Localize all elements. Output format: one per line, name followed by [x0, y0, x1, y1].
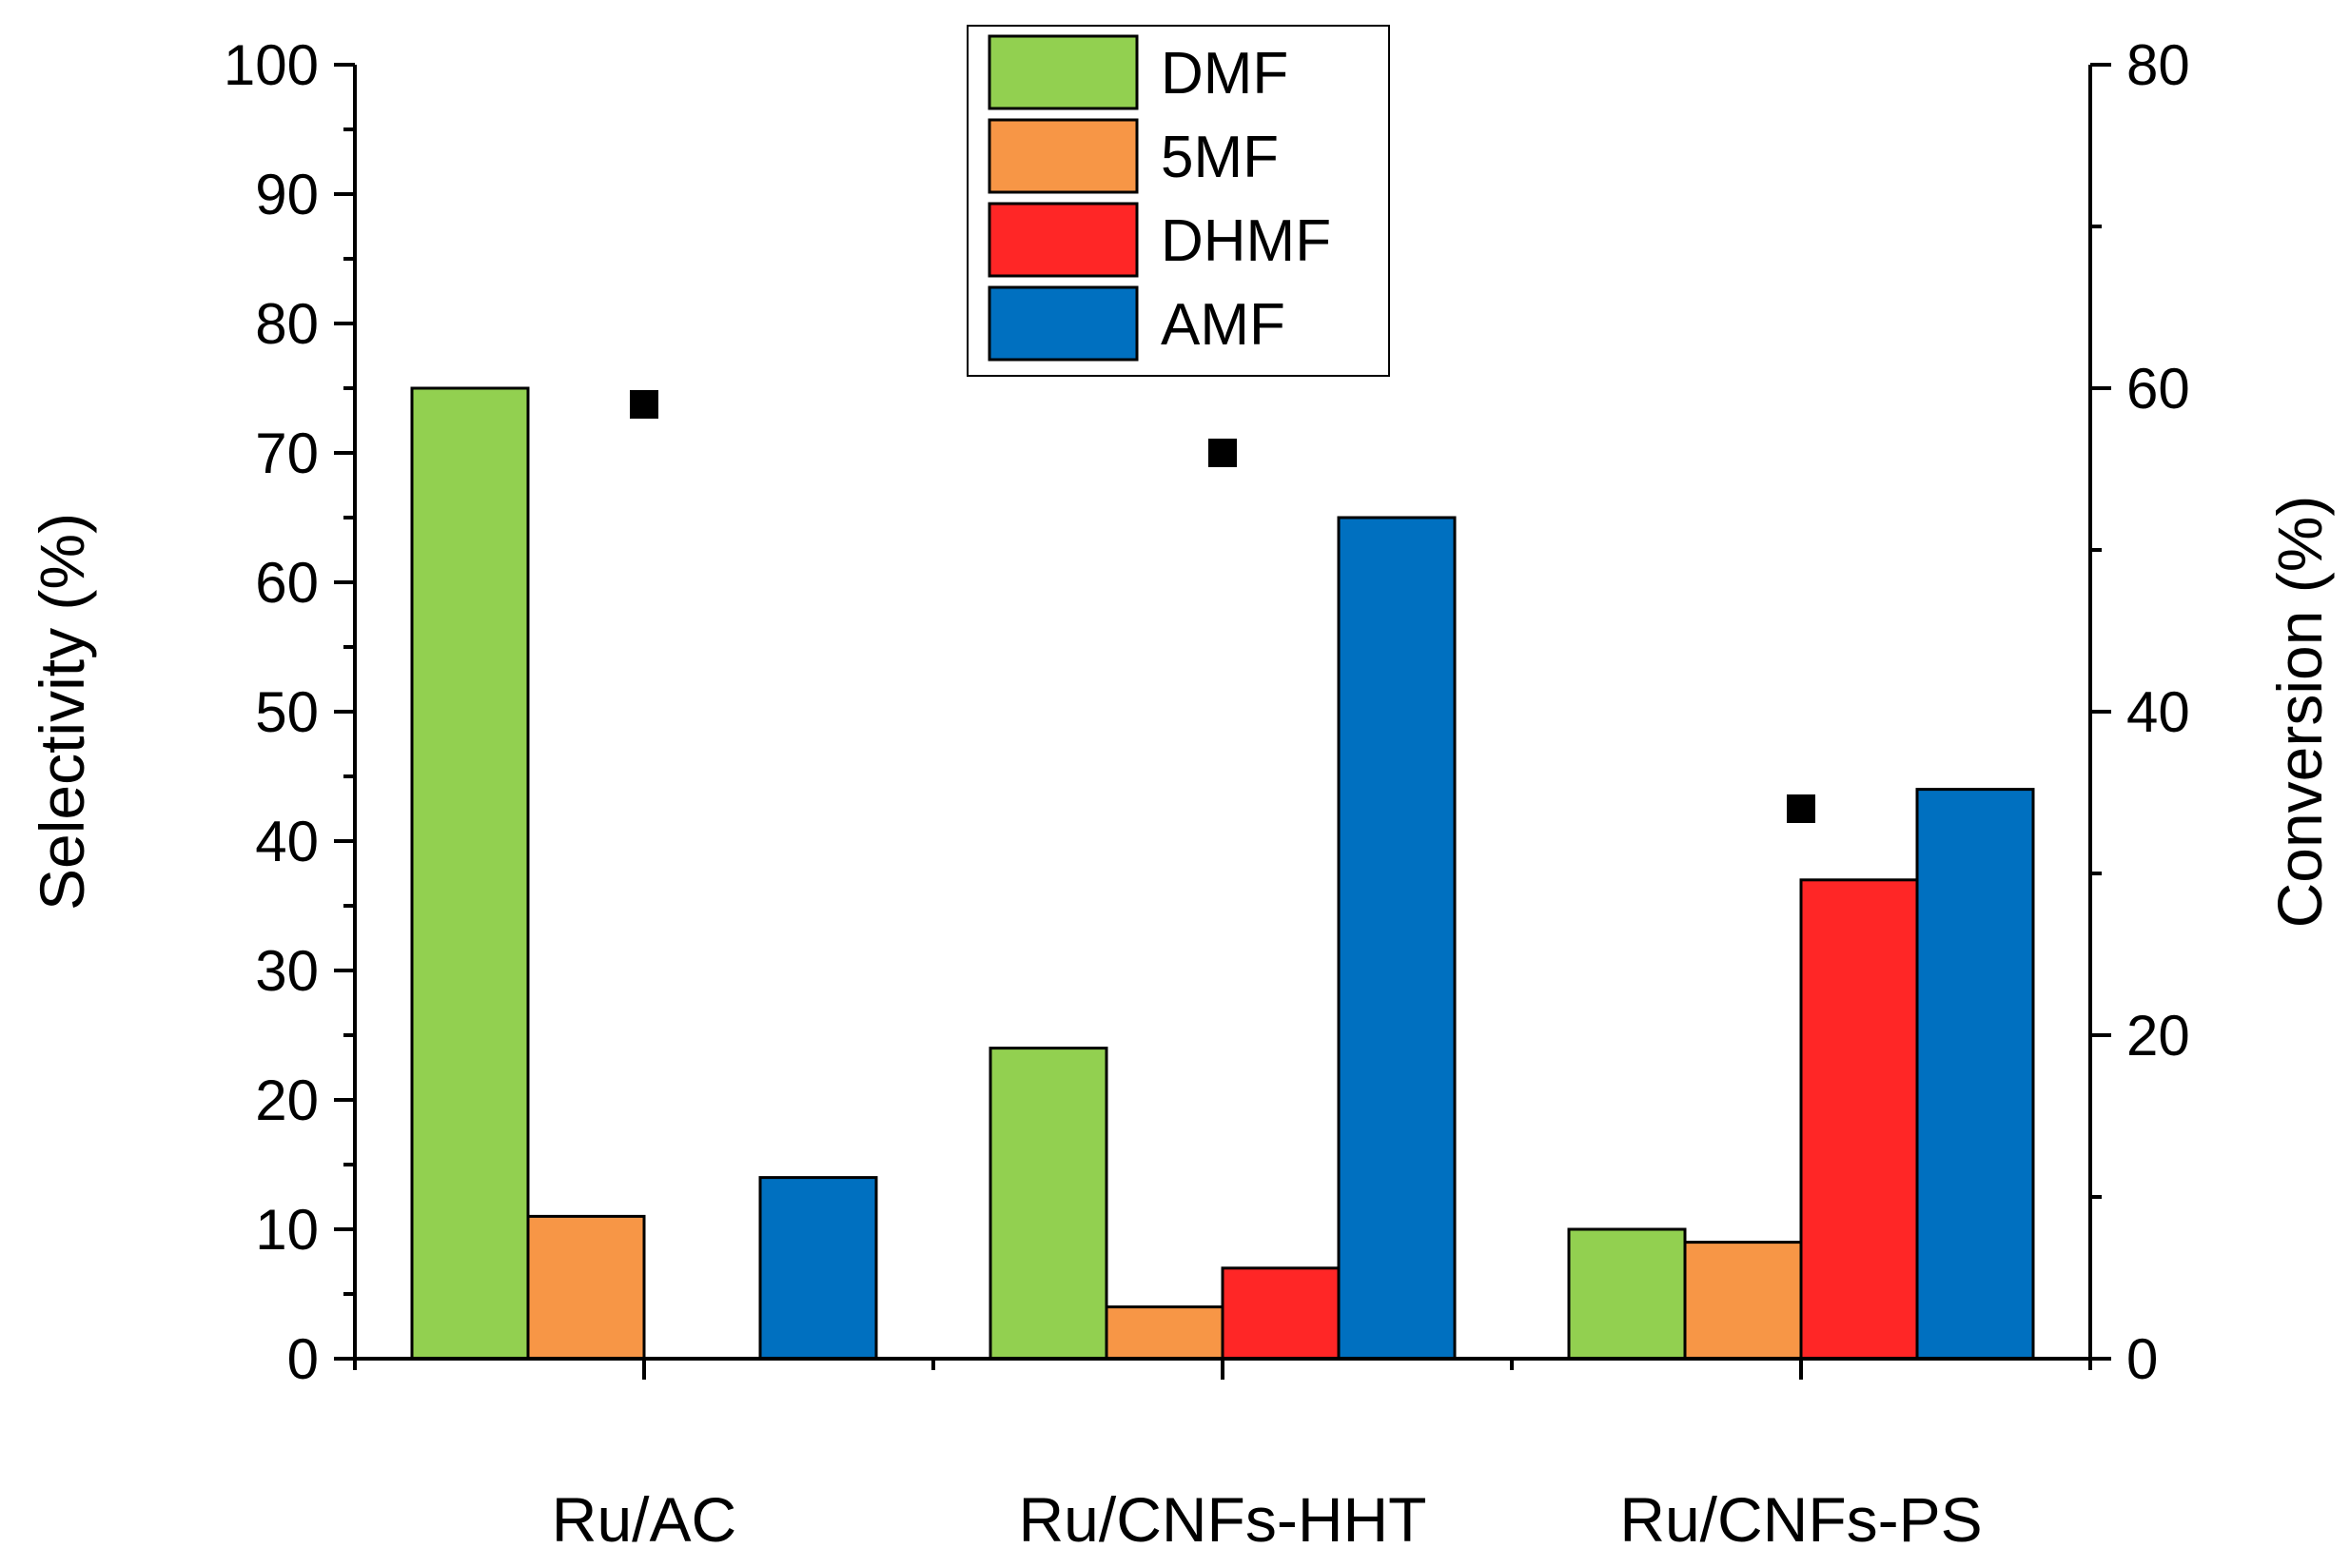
- bar-5mf-1: [1105, 1305, 1224, 1361]
- y-tick-label-0: 0: [287, 1327, 319, 1391]
- bar-dmf-1: [989, 1047, 1108, 1361]
- y-tick-label-2: 20: [255, 1068, 319, 1132]
- bar-amf-0: [758, 1176, 878, 1361]
- bar-amf-2: [1915, 788, 2035, 1361]
- y-tick-label-4: 40: [255, 810, 319, 873]
- y-tick-label-8: 80: [255, 292, 319, 356]
- legend-swatch-dhmf: [988, 202, 1139, 278]
- x-tick-label-1: Ru/CNFs-HHT: [1019, 1484, 1427, 1555]
- legend-label-dmf: DMF: [1161, 41, 1288, 107]
- bar-dmf-0: [410, 386, 530, 1361]
- bar-5mf-2: [1683, 1241, 1803, 1361]
- bar-dhmf-2: [1799, 878, 1919, 1361]
- x-tick-label-2: Ru/CNFs-PS: [1619, 1484, 1982, 1555]
- y2-tick-label-2: 40: [2126, 680, 2190, 744]
- y-axis-title: Selectivity (%): [27, 513, 97, 911]
- y-tick-label-5: 50: [255, 680, 319, 744]
- conversion-marker-2: [1787, 794, 1815, 823]
- y2-tick-label-0: 0: [2126, 1327, 2158, 1391]
- y2-tick-label-4: 80: [2126, 33, 2190, 97]
- conversion-marker-0: [630, 390, 658, 419]
- y2-tick-label-1: 20: [2126, 1004, 2190, 1068]
- y2-tick-label-3: 60: [2126, 357, 2190, 421]
- y-tick-label-1: 10: [255, 1198, 319, 1262]
- legend-swatch-5mf: [988, 118, 1139, 194]
- legend-label-5mf: 5MF: [1161, 125, 1279, 190]
- y-tick-label-3: 30: [255, 939, 319, 1003]
- bar-5mf-0: [526, 1214, 646, 1361]
- bar-dmf-2: [1567, 1227, 1687, 1361]
- bar-dhmf-1: [1221, 1266, 1341, 1361]
- legend-label-dhmf: DHMF: [1161, 208, 1331, 274]
- conversion-marker-1: [1208, 439, 1237, 467]
- bar-amf-1: [1337, 516, 1457, 1361]
- legend: DMF 5MF DHMF AMF: [967, 25, 1390, 377]
- y-tick-label-6: 60: [255, 551, 319, 615]
- legend-swatch-dmf: [988, 34, 1139, 110]
- conversion-markers-group: [630, 390, 1815, 823]
- y2-axis-title: Conversion (%): [2264, 496, 2335, 929]
- axes-group: 0 10 20 30 40 50 60 70 80 90 100 0 20 40 60 80 Ru/AC Ru/C…: [27, 33, 2335, 1555]
- y-tick-label-9: 90: [255, 163, 319, 226]
- legend-swatch-amf: [988, 285, 1139, 362]
- legend-label-amf: AMF: [1161, 292, 1285, 358]
- y-tick-label-7: 70: [255, 421, 319, 485]
- bars-group: [410, 386, 2035, 1361]
- x-tick-label-0: Ru/AC: [552, 1484, 736, 1555]
- y-tick-label-10: 100: [224, 33, 319, 97]
